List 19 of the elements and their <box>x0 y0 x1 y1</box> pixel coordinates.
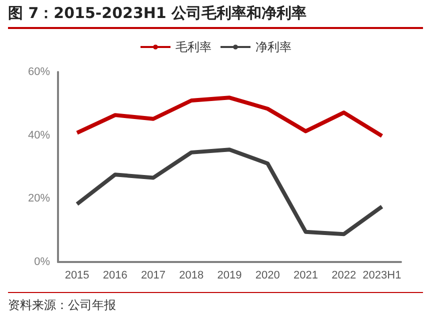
line-series <box>75 148 384 236</box>
x-tick-label: 2015 <box>64 270 90 282</box>
x-tick-label: 2019 <box>217 270 242 282</box>
y-tick-label: 20% <box>28 192 50 205</box>
line-series <box>75 96 384 138</box>
chart-title: 图 7：2015-2023H1 公司毛利率和净利率 <box>8 4 423 29</box>
legend-label: 净利率 <box>256 40 292 54</box>
y-tick-label: 60% <box>28 66 50 78</box>
text: 资料来源：公司年报 <box>8 292 423 314</box>
legend-label: 毛利率 <box>176 40 212 54</box>
x-tick-label: 2017 <box>141 270 166 282</box>
x-tick-label: 2022 <box>332 270 356 282</box>
x-tick-label: 2023H1 <box>362 270 402 282</box>
x-tick-label: 2016 <box>102 270 128 282</box>
x-tick-label: 2021 <box>293 270 318 282</box>
y-tick-label: 0% <box>34 256 50 268</box>
x-tick-label: 2020 <box>255 270 280 282</box>
x-tick-label: 2018 <box>179 270 204 282</box>
y-tick-label: 40% <box>28 129 50 142</box>
